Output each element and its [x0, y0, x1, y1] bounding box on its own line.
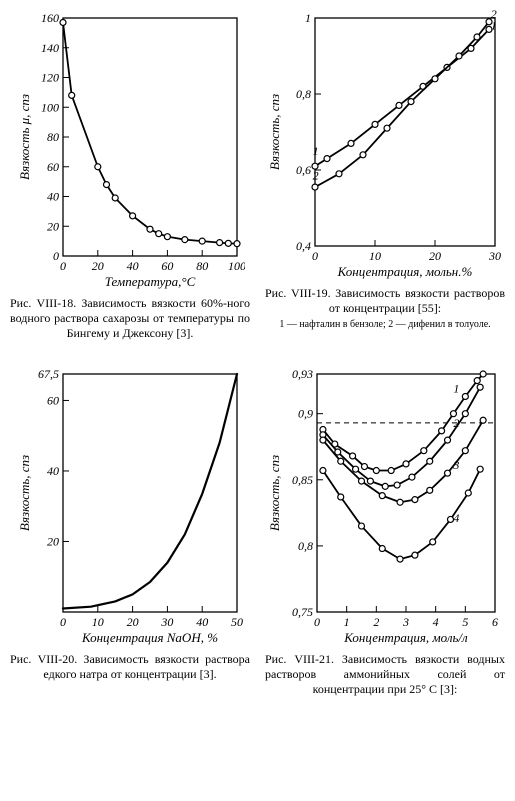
- svg-text:100: 100: [228, 259, 245, 273]
- svg-text:20: 20: [429, 249, 441, 263]
- fig-viii-20: 0 10 20 30 40 50 20 40 60 67,5 Концентрация NaOH, …: [10, 366, 250, 697]
- fig-viii-21: 01234560,750,80,850,90,931234Концентраци…: [265, 366, 505, 697]
- svg-text:1: 1: [305, 11, 311, 25]
- svg-text:40: 40: [196, 615, 208, 629]
- svg-text:20: 20: [127, 615, 139, 629]
- svg-text:0,93: 0,93: [292, 367, 313, 381]
- svg-text:Концентрация, моль/л: Концентрация, моль/л: [343, 630, 468, 645]
- svg-text:80: 80: [47, 130, 59, 144]
- svg-text:0,85: 0,85: [292, 473, 313, 487]
- svg-text:1: 1: [313, 144, 319, 158]
- svg-text:6: 6: [492, 615, 498, 629]
- svg-text:160: 160: [41, 11, 59, 25]
- svg-text:40: 40: [47, 190, 59, 204]
- svg-text:Температура,°С: Температура,°С: [105, 274, 196, 289]
- svg-text:100: 100: [41, 100, 59, 114]
- svg-text:80: 80: [196, 259, 208, 273]
- svg-text:1: 1: [344, 615, 350, 629]
- legend-viii-19: 1 — нафталин в бензоле; 2 — дифенил в то…: [279, 319, 490, 331]
- caption-viii-20: Рис. VIII-20. Зависимость вязкости раств…: [10, 652, 250, 682]
- svg-text:20: 20: [92, 259, 104, 273]
- svg-text:Вязкость, спз: Вязкость, спз: [267, 455, 282, 531]
- fig-viii-18: 0 20 40 60 80 100 0 20 40 60 80 100 120 140 160 Темпера…: [10, 10, 250, 341]
- svg-text:2: 2: [373, 615, 379, 629]
- svg-text:Концентрация NaOH, %: Концентрация NaOH, %: [81, 630, 218, 645]
- svg-text:Вязкость, спз: Вязкость, спз: [267, 94, 282, 170]
- chart-viii-18: 0 20 40 60 80 100 0 20 40 60 80 100 120 140 160 Темпера…: [15, 10, 245, 290]
- svg-text:2: 2: [313, 169, 319, 183]
- svg-text:0,9: 0,9: [298, 407, 313, 421]
- svg-text:0,75: 0,75: [292, 605, 313, 619]
- svg-text:20: 20: [47, 219, 59, 233]
- svg-text:3: 3: [402, 615, 409, 629]
- caption-viii-18: Рис. VIII-18. Зависимость вязкости 60%-н…: [10, 296, 250, 341]
- chart-viii-21: 01234560,750,80,850,90,931234Концентраци…: [265, 366, 505, 646]
- svg-text:67,5: 67,5: [38, 367, 59, 381]
- svg-text:4: 4: [453, 511, 459, 525]
- chart-viii-19: 01020300,40,60,811212Концентрация, мольн…: [265, 10, 505, 280]
- svg-text:10: 10: [92, 615, 104, 629]
- fig-viii-19: 01020300,40,60,811212Концентрация, мольн…: [265, 10, 505, 341]
- svg-text:0,6: 0,6: [296, 163, 311, 177]
- svg-text:4: 4: [433, 615, 439, 629]
- svg-text:60: 60: [161, 259, 173, 273]
- svg-text:0,8: 0,8: [296, 87, 311, 101]
- svg-text:20: 20: [47, 534, 59, 548]
- svg-text:2: 2: [491, 10, 497, 21]
- svg-text:50: 50: [231, 615, 243, 629]
- svg-text:2: 2: [453, 416, 459, 430]
- caption-viii-19: Рис. VIII-19. Зависимость вязкости раств…: [265, 286, 505, 316]
- svg-text:60: 60: [47, 393, 59, 407]
- svg-text:10: 10: [369, 249, 381, 263]
- svg-text:Концентрация, мольн.%: Концентрация, мольн.%: [337, 264, 473, 279]
- svg-text:Вязкость, спз: Вязкость, спз: [17, 455, 32, 531]
- svg-text:0,4: 0,4: [296, 239, 311, 253]
- svg-text:3: 3: [452, 458, 459, 472]
- svg-text:40: 40: [47, 464, 59, 478]
- svg-text:0: 0: [312, 249, 318, 263]
- svg-text:0: 0: [60, 615, 66, 629]
- svg-text:30: 30: [160, 615, 173, 629]
- svg-text:120: 120: [41, 71, 59, 85]
- chart-viii-20: 0 10 20 30 40 50 20 40 60 67,5 Концентрация NaOH, …: [15, 366, 245, 646]
- caption-viii-21: Рис. VIII-21. Зависимость вязкости водны…: [265, 652, 505, 697]
- svg-text:Вязкость μ, спз: Вязкость μ, спз: [17, 94, 32, 180]
- svg-text:0: 0: [53, 249, 59, 263]
- svg-text:0: 0: [314, 615, 320, 629]
- svg-text:140: 140: [41, 41, 59, 55]
- svg-text:0,8: 0,8: [298, 539, 313, 553]
- svg-text:1: 1: [453, 382, 459, 396]
- svg-text:40: 40: [127, 259, 139, 273]
- svg-text:5: 5: [462, 615, 468, 629]
- svg-text:30: 30: [488, 249, 501, 263]
- svg-text:60: 60: [47, 160, 59, 174]
- svg-text:0: 0: [60, 259, 66, 273]
